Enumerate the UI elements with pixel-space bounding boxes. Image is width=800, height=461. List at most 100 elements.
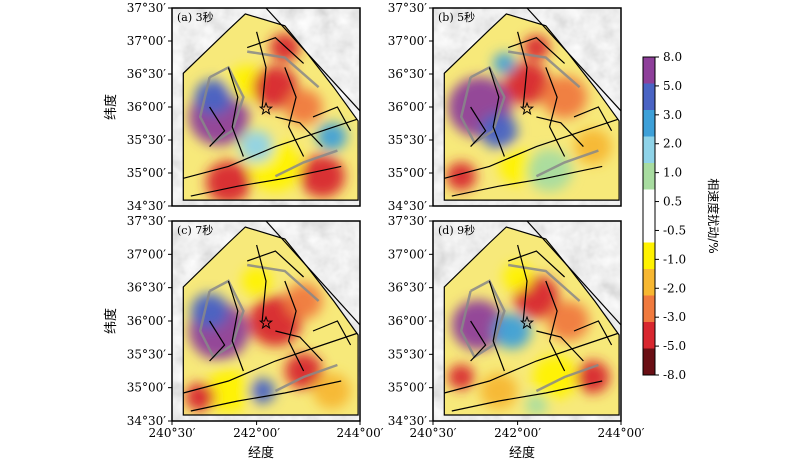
y-tick-label: 34°30′: [388, 414, 428, 428]
colorbar-swatch: [643, 110, 655, 137]
star-icon: [258, 315, 274, 330]
anomaly-patch: [185, 382, 216, 412]
contour-line: [508, 50, 581, 89]
fault-line: [536, 116, 584, 148]
contour-line: [247, 50, 320, 89]
fault-line: [508, 37, 566, 64]
y-tick-label: 35°00′: [388, 166, 428, 180]
colorbar-tick-label: -1.0: [663, 252, 686, 266]
anomaly-patch: [313, 373, 351, 409]
anomaly-patch: [205, 369, 251, 413]
colorbar-swatch: [643, 163, 655, 190]
y-axis-label: 纬度: [103, 308, 119, 334]
y-tick-label: 37°00′: [127, 247, 167, 261]
anomaly-patch: [284, 283, 323, 319]
anomaly-patch: [498, 148, 537, 185]
colorbar-swatch: [643, 348, 655, 375]
colorbar-swatch: [643, 269, 655, 296]
boundary-line: [526, 7, 622, 112]
anomaly-patch: [480, 112, 518, 149]
panel-title: (b) 5秒: [438, 10, 475, 24]
x-tick-label: 244°00′: [337, 426, 384, 440]
colorbar-tick-label: -2.0: [663, 281, 686, 295]
anomaly-patch: [502, 262, 533, 292]
y-axis-label: 纬度: [103, 94, 119, 120]
colorbar-tick-label: -3.0: [663, 310, 686, 324]
y-tick-label: 35°00′: [127, 166, 167, 180]
anomaly-patch: [194, 79, 233, 115]
fault-line: [488, 280, 505, 372]
colorbar-tick-label: 2.0: [663, 137, 682, 151]
y-tick-label: 36°30′: [388, 281, 428, 295]
star-icon: [519, 315, 535, 330]
map-panel-a: (a) 3秒 37°30′ 37°00′ 36°30′ 36°00′ 35°30′ 35°0…: [103, 1, 361, 213]
anomaly-patch: [239, 130, 274, 163]
anomaly-patch: [532, 355, 578, 399]
map-panel-d: (d) 9秒 37°30′ 37°00′ 36°30′ 36°00′ 35°30′ 35°0…: [388, 214, 645, 461]
fault-line: [312, 106, 352, 132]
boundary-line: [265, 220, 361, 326]
colorbar-tick-label: -0.5: [663, 223, 686, 237]
anomaly-patch: [284, 353, 323, 389]
x-axis-label: 经度: [509, 445, 535, 461]
anomaly-patch: [448, 364, 475, 390]
colorbar: 8.0 5.0 3.0 2.0 1.0 0.5 -0.5 -1.0 -2.0 -3.0 -5.0 -8…: [642, 50, 721, 382]
anomaly-patch: [284, 89, 323, 125]
study-area-outline: [182, 226, 359, 416]
map-panel-c: (c) 7秒 37°30′ 37°00′ 36°30′ 36°00′ 35°30′ 35°0…: [103, 214, 384, 461]
y-tick-label: 36°00′: [388, 314, 428, 328]
boundary-line: [265, 7, 361, 112]
y-tick-label: 36°00′: [388, 100, 428, 114]
boundary-line: [526, 220, 622, 326]
fault-line: [227, 67, 244, 157]
colorbar-swatch: [643, 295, 655, 322]
fault-line: [507, 250, 566, 278]
anomaly-patch: [542, 75, 588, 119]
anomaly-patch: [252, 65, 298, 109]
x-tick-label: 240°30′: [410, 426, 457, 440]
anomaly-patch: [190, 293, 229, 329]
fault-line: [470, 106, 487, 148]
y-tick-label: 34°30′: [127, 414, 167, 428]
fault-line: [209, 320, 226, 362]
anomaly-patch: [493, 52, 516, 75]
x-tick-label: 244°00′: [598, 426, 645, 440]
colorbar-tick-label: 8.0: [663, 50, 682, 64]
y-tick-label: 37°00′: [388, 247, 428, 261]
star-icon: [258, 101, 274, 115]
contour-line: [247, 263, 320, 302]
study-area-outline: [443, 13, 620, 201]
contour-line: [508, 263, 581, 302]
contour-line: [535, 149, 599, 178]
fault-line: [190, 380, 342, 412]
fault-line: [312, 320, 352, 346]
y-tick-label: 34°30′: [388, 199, 428, 213]
anomaly-patch: [249, 378, 276, 404]
x-tick-label: 242°00′: [494, 426, 541, 440]
fault-line: [573, 106, 613, 132]
fault-line: [444, 118, 620, 179]
contour-line: [274, 149, 338, 178]
colorbar-tick-label: -5.0: [663, 339, 686, 353]
x-axis-label: 经度: [248, 445, 274, 461]
fault-line: [545, 67, 566, 157]
fault-line: [451, 380, 603, 412]
colorbar-tick-label: -8.0: [663, 368, 686, 382]
study-area-outline: [182, 13, 359, 201]
anomaly-patch: [269, 33, 300, 62]
y-tick-label: 35°30′: [388, 133, 428, 147]
y-tick-label: 34°30′: [127, 199, 167, 213]
y-tick-label: 36°30′: [127, 67, 167, 81]
y-tick-label: 35°30′: [388, 347, 428, 361]
y-tick-label: 37°30′: [388, 214, 428, 228]
colorbar-swatch: [643, 242, 655, 269]
y-tick-label: 37°00′: [127, 34, 167, 48]
colorbar-swatch: [643, 216, 655, 243]
y-tick-label: 36°00′: [127, 314, 167, 328]
y-tick-label: 36°30′: [127, 281, 167, 295]
fault-line: [444, 332, 620, 394]
anomaly-patch: [574, 128, 612, 165]
fault-line: [536, 330, 584, 362]
anomaly-patch: [446, 162, 477, 191]
